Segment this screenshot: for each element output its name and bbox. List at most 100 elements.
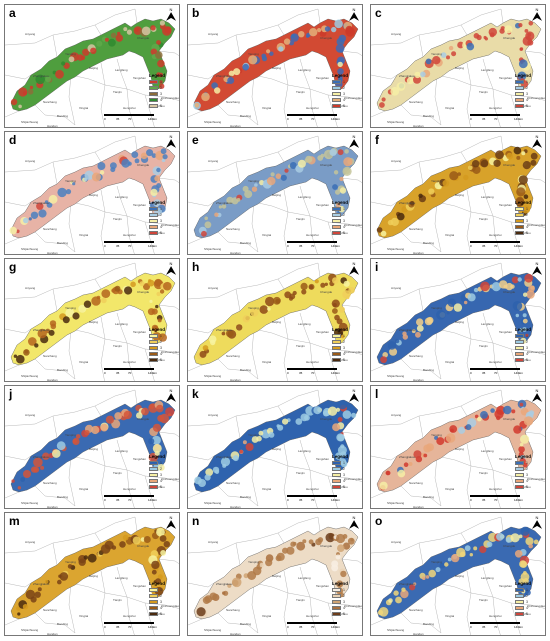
region-label: Tangshan [316, 203, 329, 207]
value-patch [42, 452, 50, 460]
value-patch [108, 38, 116, 47]
legend-title: Legend [149, 73, 166, 78]
admin-boundary [188, 491, 203, 499]
value-patch [194, 102, 200, 108]
admin-boundary [317, 516, 321, 532]
value-patch [495, 150, 504, 160]
legend-value: 5 [160, 612, 162, 616]
legend-swatch [332, 345, 341, 351]
admin-boundary [277, 532, 285, 544]
value-patch [28, 337, 37, 346]
value-patch [268, 432, 275, 438]
scale-label: 70 [311, 498, 315, 502]
admin-boundary [5, 110, 20, 118]
scale-label: 0 [104, 244, 106, 248]
legend: Legend 1 2 3 4 5 [515, 581, 541, 617]
legend-swatch [515, 484, 524, 490]
value-patch [309, 28, 318, 37]
region-label: Hengshui [123, 487, 136, 491]
value-patch [320, 282, 326, 288]
region-label: Zhangjiakou [216, 455, 233, 459]
value-patch [218, 205, 223, 209]
scale-bar: 0 35 70 140km [104, 622, 157, 630]
admin-boundary [188, 110, 203, 118]
map-canvas: Nanchang Yanqing Beijing Tianjin Baoding Shij… [188, 516, 362, 635]
value-patch [396, 82, 406, 91]
region-label: Anyang [391, 286, 402, 290]
value-patch [447, 557, 452, 562]
region-label: Anyang [208, 286, 219, 290]
value-patch [201, 230, 207, 237]
legend-value: 1 [343, 334, 345, 338]
north-arrow-icon: N ⮝ [532, 7, 542, 23]
scale-label: 35 [299, 244, 303, 248]
region-label: Anyang [25, 32, 36, 36]
legend-value: 3 [526, 92, 528, 96]
value-patch [515, 196, 525, 206]
legend-swatch [149, 593, 158, 599]
legend-item: 2 [332, 85, 358, 91]
value-patch [72, 437, 80, 446]
value-patch [280, 174, 287, 181]
region-label: Xingtai [445, 233, 455, 237]
value-patch [339, 187, 347, 194]
value-patch [72, 182, 76, 186]
value-patch [336, 433, 345, 442]
value-patch [423, 444, 432, 453]
region-label: Qinhuangdao [161, 604, 179, 608]
study-area-region [10, 399, 176, 493]
value-patch [523, 292, 528, 297]
value-patch [517, 277, 522, 282]
north-arrow-icon: N ⮝ [166, 261, 176, 277]
value-patch [411, 329, 416, 334]
value-patch [23, 349, 30, 356]
admin-boundary [100, 316, 106, 381]
region-label: Qinhuangdao [344, 604, 362, 608]
value-patch [23, 217, 29, 224]
map-canvas: Nanchang Yanqing Beijing Tianjin Baoding Shij… [5, 262, 179, 381]
region-label: Yanqing [65, 560, 76, 564]
legend-item: 3 [332, 218, 358, 224]
region-label: Hengshui [306, 614, 319, 618]
value-patch [52, 449, 61, 458]
value-patch [265, 296, 275, 307]
panel-letter: n [192, 514, 200, 528]
legend-swatch [515, 85, 524, 91]
study-area-region [376, 145, 542, 239]
region-label: Qinhuangdao [527, 477, 545, 481]
scale-label: 0 [104, 498, 106, 502]
value-patch [335, 189, 341, 195]
region-label: Langfang [298, 576, 311, 580]
region-label: Chengde [503, 544, 516, 548]
value-patch [278, 46, 284, 52]
region-label: Baoding [423, 495, 434, 499]
value-patch [342, 410, 352, 419]
value-patch [505, 282, 513, 291]
value-patch [338, 322, 348, 332]
admin-boundary [400, 485, 442, 507]
legend-value: 1 [343, 461, 345, 465]
region-label: Hengshui [306, 487, 319, 491]
legend-item: 5 [332, 484, 358, 490]
legend-item: 2 [515, 466, 541, 472]
legend-swatch [149, 218, 158, 224]
region-label: Zhangjiakou [33, 328, 50, 332]
panel-letter: o [375, 514, 383, 528]
legend: Legend 1 2 3 4 5 [332, 454, 358, 490]
value-patch [220, 457, 231, 467]
value-patch [90, 47, 97, 54]
value-patch [351, 412, 357, 418]
study-area-region [10, 526, 176, 620]
value-patch [503, 405, 512, 415]
north-arrow-glyph: ⮝ [532, 392, 542, 404]
region-label: Tianjin [113, 90, 122, 94]
north-label: N [535, 388, 539, 393]
legend-swatch [332, 91, 341, 97]
value-patch [45, 76, 51, 83]
region-label: Cangzhou [151, 104, 165, 108]
north-arrow-glyph: ⮝ [532, 519, 542, 531]
legend-item: 5 [149, 611, 175, 617]
north-arrow-icon: N ⮝ [532, 388, 542, 404]
region-label: Beijing [89, 574, 98, 578]
admin-boundary [371, 135, 502, 173]
